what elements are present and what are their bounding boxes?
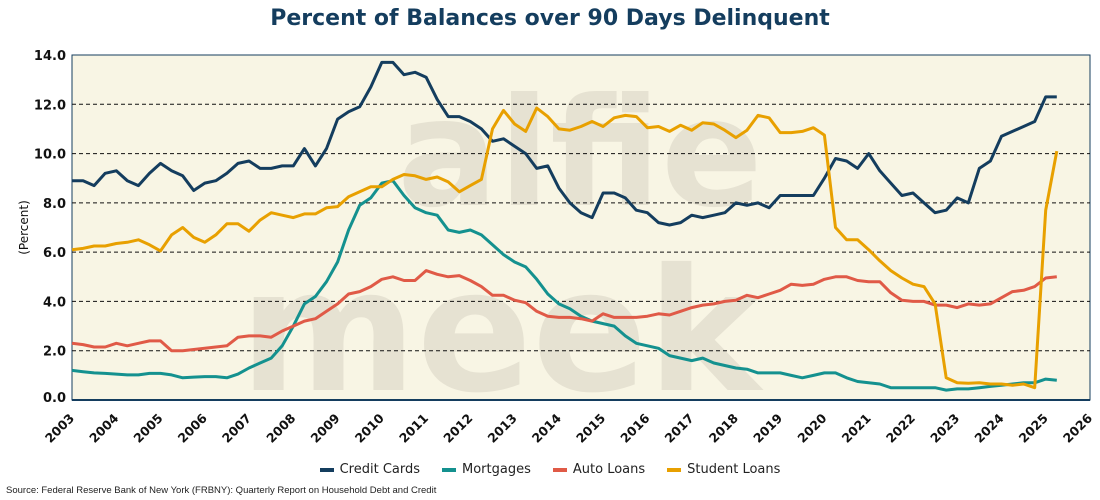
legend-swatch [319, 467, 334, 472]
y-tick-label: 12.0 [34, 98, 66, 113]
x-tick-label: 2026 [1060, 410, 1095, 445]
x-tick-label: 2005 [130, 411, 165, 446]
legend-swatch [667, 467, 682, 472]
legend-item: Credit Cards [319, 462, 421, 477]
legend: Credit Cards Mortgages Auto Loans Student L… [0, 462, 1100, 477]
legend-item: Student Loans [667, 462, 780, 477]
y-tick-label: 6.0 [43, 246, 66, 261]
x-tick-label: 2025 [1016, 411, 1051, 446]
y-tick-label: 14.0 [34, 49, 66, 64]
legend-label: Mortgages [462, 462, 531, 477]
series-line-auto-loans [71, 269, 1057, 353]
legend-item: Mortgages [442, 462, 531, 477]
series-line-mortgages [71, 179, 1057, 392]
series-line-student-loans [71, 106, 1059, 390]
legend-label: Student Loans [687, 462, 781, 477]
line-chart: alfiemeek0.02.04.06.08.010.012.014.0(Per… [17, 49, 1095, 446]
x-tick-label: 2022 [883, 411, 918, 446]
source-note: Source: Federal Reserve Bank of New York… [6, 485, 437, 496]
y-tick-label: 4.0 [43, 295, 66, 310]
x-tick-label: 2003 [42, 411, 77, 446]
x-tick-label: 2020 [794, 410, 829, 445]
legend-swatch [552, 467, 567, 472]
y-tick-label: 8.0 [43, 197, 66, 212]
y-axis-label: (Percent) [17, 200, 31, 255]
legend-item: Auto Loans [552, 462, 646, 477]
legend-label: Credit Cards [339, 462, 421, 477]
x-tick-label: 2021 [839, 411, 874, 446]
legend-label: Auto Loans [572, 462, 646, 477]
x-tick-label: 2006 [175, 410, 210, 445]
watermark-logo: meek [240, 233, 765, 431]
y-tick-label: 10.0 [34, 148, 66, 163]
legend-swatch [442, 467, 457, 472]
y-tick-label: 2.0 [43, 345, 66, 360]
x-tick-label: 2024 [971, 410, 1006, 445]
series-line-credit-cards [72, 60, 1057, 227]
x-tick-label: 2023 [927, 411, 962, 446]
x-tick-label: 2004 [86, 410, 121, 445]
chart-title: Percent of Balances over 90 Days Delinqu… [270, 6, 830, 31]
y-tick-label: 0.0 [43, 391, 66, 406]
